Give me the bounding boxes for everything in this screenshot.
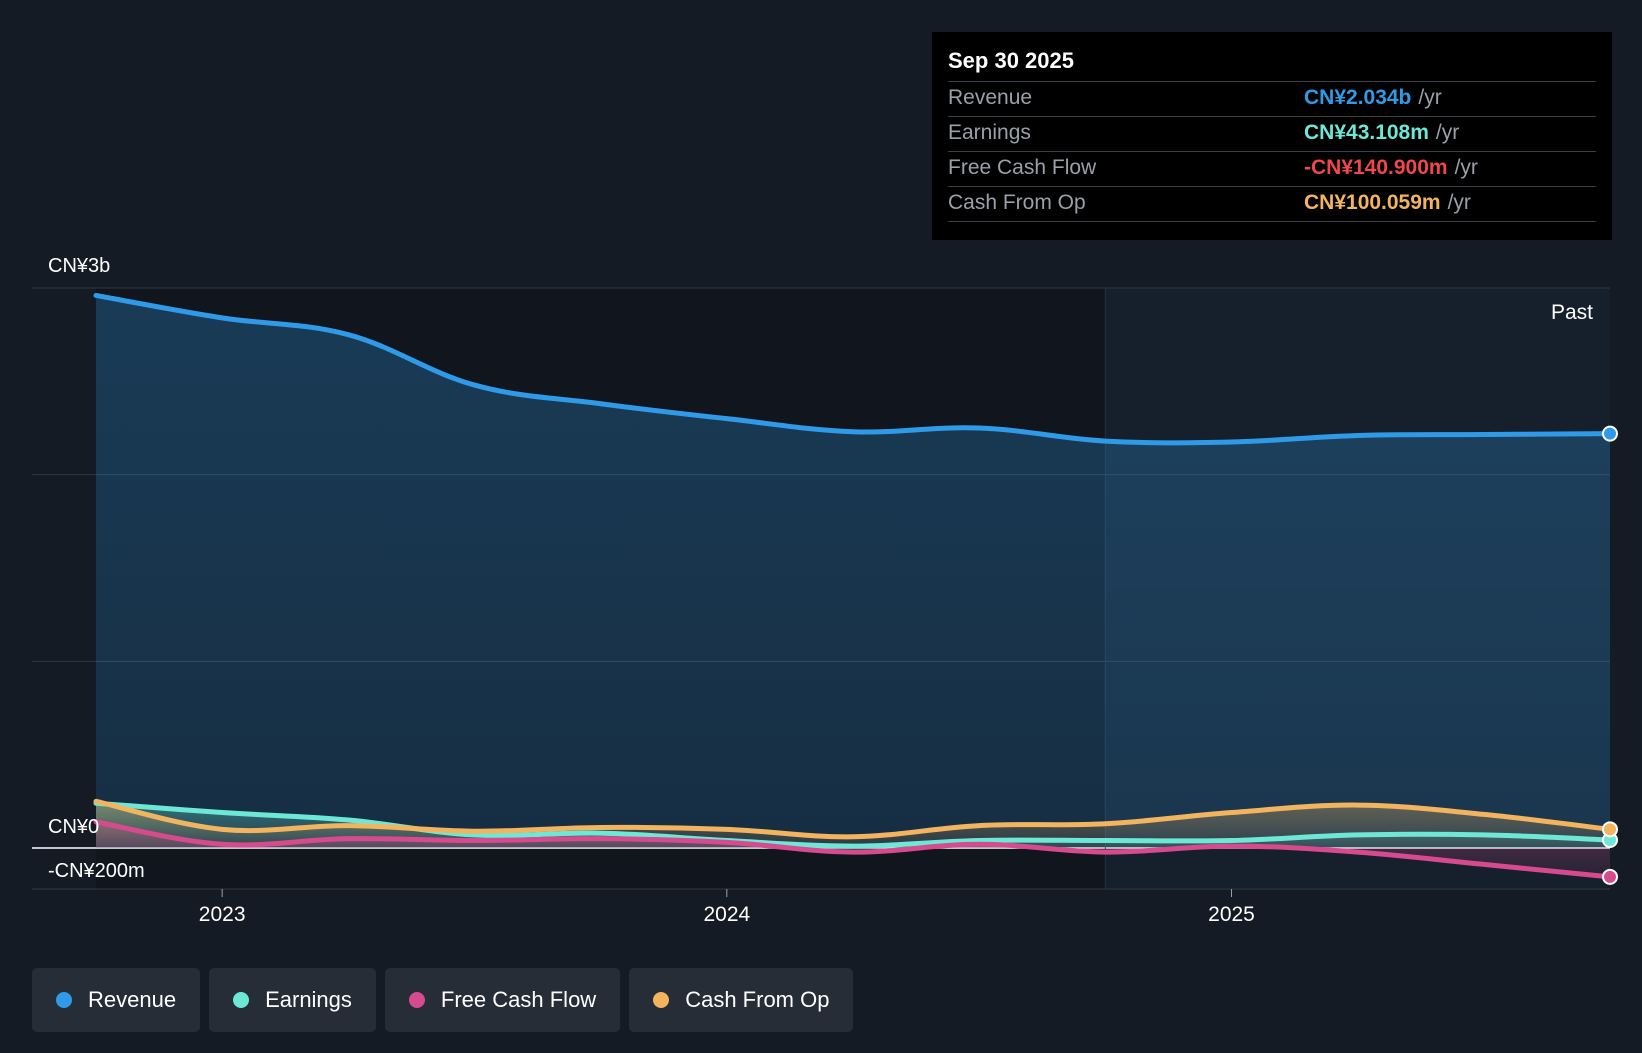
tooltip-row-cash-from-op: Cash From Op CN¥100.059m /yr — [948, 187, 1596, 222]
series-line-free-cash-flow — [93, 819, 1613, 880]
data-tooltip: Sep 30 2025 Revenue CN¥2.034b /yr Earnin… — [932, 32, 1612, 240]
legend-item-revenue[interactable]: Revenue — [32, 968, 201, 1032]
y-axis-label: CN¥0 — [48, 816, 99, 838]
tooltip-value: CN¥43.108m — [1304, 121, 1429, 144]
series-line-earnings — [93, 800, 1613, 849]
legend-item-free-cash-flow[interactable]: Free Cash Flow — [384, 968, 621, 1032]
legend-label: Free Cash Flow — [440, 987, 597, 1012]
chart-legend: Revenue Earnings Free Cash Flow Cash Fro… — [32, 968, 854, 1032]
legend-label: Cash From Op — [685, 987, 830, 1012]
tooltip-label: Free Cash Flow — [948, 156, 1097, 179]
series-end-point-revenue — [1602, 425, 1618, 442]
tooltip-label: Revenue — [948, 86, 1033, 109]
tooltip-row-earnings: Earnings CN¥43.108m /yr — [948, 117, 1596, 152]
tooltip-unit: /yr — [1418, 86, 1442, 109]
series-area-revenue — [96, 295, 1610, 848]
legend-dot-icon — [56, 992, 72, 1008]
series-end-point-cash-from-op — [1602, 821, 1618, 838]
series-line-revenue — [93, 292, 1613, 446]
tooltip-value: -CN¥140.900m — [1304, 156, 1448, 179]
legend-label: Revenue — [88, 987, 177, 1012]
tooltip-value: CN¥2.034b — [1304, 86, 1412, 109]
y-axis-label: -CN¥200m — [48, 860, 145, 882]
tooltip-unit: /yr — [1454, 156, 1478, 179]
legend-item-cash-from-op[interactable]: Cash From Op — [629, 968, 854, 1032]
tooltip-label: Cash From Op — [948, 191, 1086, 214]
legend-dot-icon — [653, 992, 670, 1008]
tooltip-row-free-cash-flow: Free Cash Flow -CN¥140.900m /yr — [948, 152, 1596, 187]
legend-dot-icon — [408, 992, 425, 1008]
tooltip-label: Earnings — [948, 121, 1031, 144]
tooltip-date: Sep 30 2025 — [948, 46, 1596, 82]
y-axis-label: CN¥3b — [48, 255, 110, 277]
past-label: Past — [1551, 301, 1593, 324]
series-area-free-cash-flow — [96, 821, 1610, 877]
x-axis-label: 2024 — [703, 903, 750, 926]
series-end-point-free-cash-flow — [1602, 868, 1618, 885]
tooltip-unit: /yr — [1435, 121, 1460, 144]
legend-item-earnings[interactable]: Earnings — [209, 968, 376, 1032]
x-axis-label: 2023 — [199, 903, 246, 926]
tooltip-row-revenue: Revenue CN¥2.034b /yr — [948, 82, 1596, 117]
tooltip-unit: /yr — [1447, 191, 1471, 214]
x-axis-label: 2025 — [1208, 903, 1255, 926]
legend-label: Earnings — [265, 987, 352, 1012]
legend-dot-icon — [233, 992, 250, 1008]
series-line-cash-from-op — [93, 798, 1613, 840]
tooltip-value: CN¥100.059m — [1304, 191, 1441, 214]
